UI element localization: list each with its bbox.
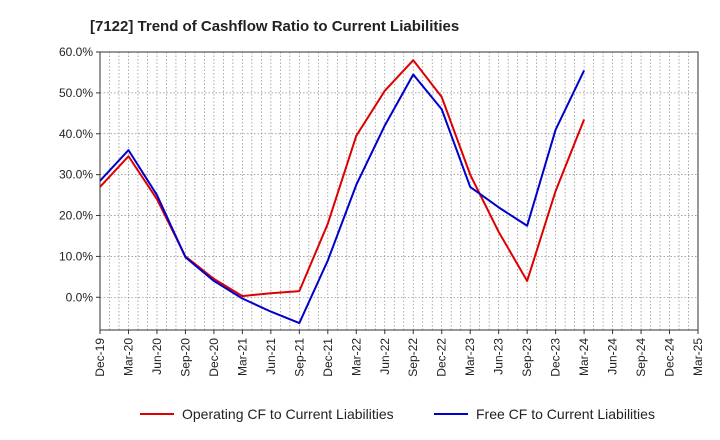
x-tick-label: Sep-21 bbox=[292, 338, 306, 377]
chart-title: [7122] Trend of Cashflow Ratio to Curren… bbox=[90, 18, 459, 35]
x-tick-label: Jun-20 bbox=[150, 338, 164, 375]
x-tick-label: Dec-23 bbox=[549, 338, 563, 377]
y-tick-label: 60.0% bbox=[59, 45, 93, 59]
x-tick-label: Sep-24 bbox=[634, 338, 648, 377]
y-tick-label: 0.0% bbox=[66, 290, 94, 304]
x-tick-label: Mar-25 bbox=[691, 338, 705, 376]
x-tick-label: Mar-23 bbox=[463, 338, 477, 376]
plot-frame bbox=[99, 51, 699, 331]
y-tick-label: 50.0% bbox=[59, 86, 93, 100]
chart-grid bbox=[100, 51, 698, 330]
x-tick-label: Jun-24 bbox=[606, 338, 620, 375]
x-tick-label: Jun-23 bbox=[492, 338, 506, 375]
x-tick-label: Mar-21 bbox=[235, 338, 249, 376]
x-tick-label: Dec-22 bbox=[435, 338, 449, 377]
x-tick-label: Sep-23 bbox=[520, 338, 534, 377]
x-tick-label: Sep-20 bbox=[178, 338, 192, 377]
y-tick-label: 30.0% bbox=[59, 168, 93, 182]
plot-lines bbox=[99, 59, 586, 325]
series-line-free-cf bbox=[99, 69, 586, 325]
y-tick-label: 20.0% bbox=[59, 209, 93, 223]
x-tick-label: Dec-24 bbox=[663, 338, 677, 377]
y-axis: 0.0% 10.0% 20.0% 30.0% 40.0% 50.0% 60.0% bbox=[59, 45, 100, 304]
series-line-operating-cf bbox=[99, 59, 586, 298]
x-axis: Dec-19 Mar-20 Jun-20 Sep-20 Dec-20 Mar-21 Jun-… bbox=[93, 330, 705, 377]
x-tick-label: Jun-21 bbox=[264, 338, 278, 375]
x-tick-label: Mar-22 bbox=[349, 338, 363, 376]
y-tick-label: 10.0% bbox=[59, 249, 93, 263]
legend-label: Free CF to Current Liabilities bbox=[476, 406, 655, 422]
x-tick-label: Sep-22 bbox=[406, 338, 420, 377]
legend-label: Operating CF to Current Liabilities bbox=[182, 406, 394, 422]
x-tick-label: Dec-19 bbox=[93, 338, 107, 377]
x-tick-label: Jun-22 bbox=[378, 338, 392, 375]
x-tick-label: Mar-20 bbox=[121, 338, 135, 376]
x-tick-label: Dec-20 bbox=[207, 338, 221, 377]
legend: Operating CF to Current Liabilities Free … bbox=[140, 406, 655, 422]
x-tick-label: Mar-24 bbox=[577, 338, 591, 376]
x-tick-label: Dec-21 bbox=[321, 338, 335, 377]
y-tick-label: 40.0% bbox=[59, 127, 93, 141]
